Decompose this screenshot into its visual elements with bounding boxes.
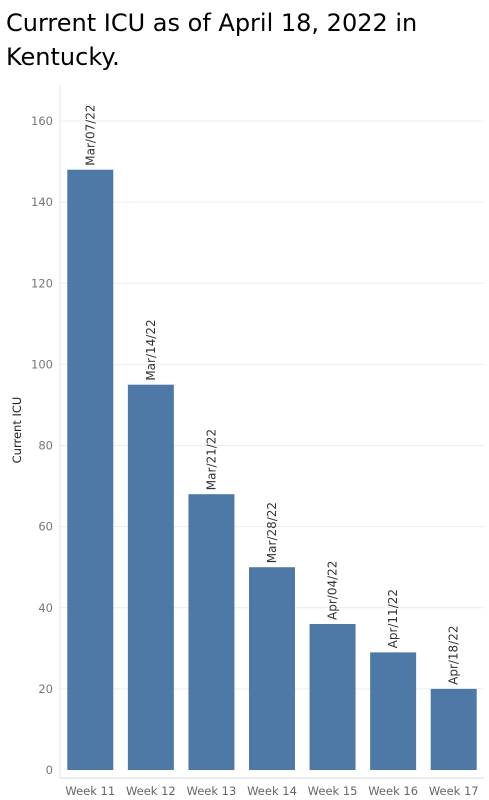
y-tick-label: 140 — [31, 195, 53, 209]
bar-data-label: Apr/18/22 — [447, 625, 461, 684]
bar[interactable] — [249, 567, 295, 770]
y-tick-labels: 0 20 40 60 80 100 120 140 160 — [31, 114, 53, 777]
y-tick-label: 0 — [46, 763, 53, 777]
bar[interactable] — [188, 494, 235, 770]
bar-data-label: Mar/07/22 — [83, 104, 97, 165]
bar-data-label: Apr/11/22 — [386, 589, 400, 648]
chart-title: Current ICU as of April 18, 2022 in Kent… — [6, 9, 418, 71]
axes — [59, 85, 484, 779]
bar-data-label: Apr/04/22 — [326, 561, 340, 620]
x-category-label: Week 14 — [247, 784, 297, 798]
bar[interactable] — [430, 688, 477, 770]
bar-data-label: Mar/14/22 — [144, 319, 158, 380]
y-tick-label: 20 — [38, 682, 53, 696]
bar-data-label: Mar/28/22 — [265, 502, 279, 563]
category-labels: Week 11 Week 12 Week 13 Week 14 Week 15 Week … — [65, 784, 478, 798]
y-tick-label: 160 — [31, 114, 53, 128]
x-category-label: Week 16 — [368, 784, 418, 798]
bar[interactable] — [309, 623, 356, 770]
gridlines — [60, 120, 484, 690]
y-tick-label: 40 — [38, 601, 53, 615]
bar-data-label: Mar/21/22 — [204, 429, 218, 490]
x-category-label: Week 17 — [429, 784, 479, 798]
x-category-label: Week 15 — [308, 784, 358, 798]
y-tick-label: 60 — [38, 520, 53, 534]
bar[interactable] — [127, 384, 174, 770]
x-category-label: Week 11 — [65, 784, 115, 798]
y-tick-label: 120 — [31, 276, 53, 290]
x-category-label: Week 12 — [126, 784, 176, 798]
bar[interactable] — [370, 652, 417, 770]
x-category-label: Week 13 — [187, 784, 237, 798]
y-axis-title: Current ICU — [10, 397, 24, 464]
bar[interactable] — [67, 169, 114, 770]
data-labels: Mar/07/22 Mar/14/22 Mar/21/22 Mar/28/22 Apr/… — [83, 104, 460, 684]
y-tick-label: 80 — [38, 439, 53, 453]
y-tick-label: 100 — [31, 357, 53, 371]
bars — [67, 169, 477, 770]
